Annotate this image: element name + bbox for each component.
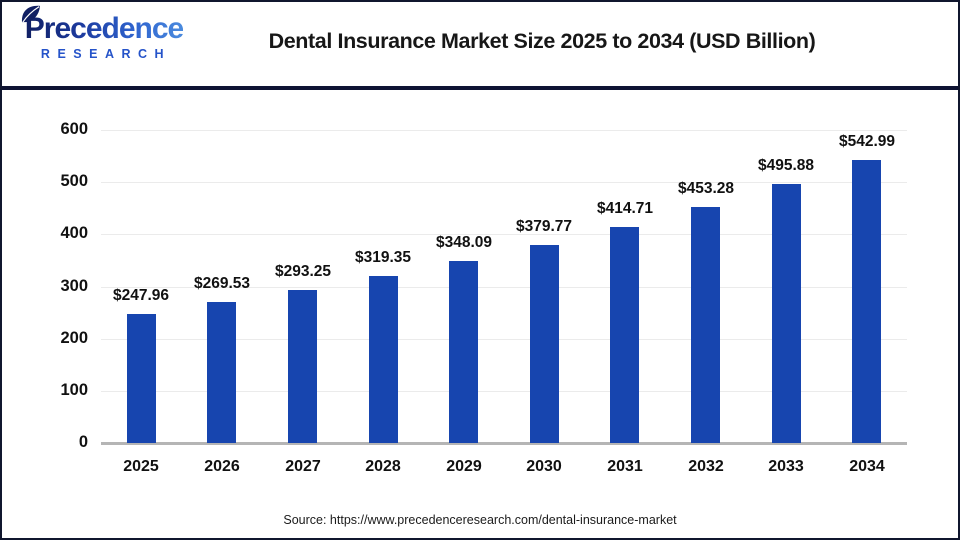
bar [288,290,317,443]
bar-chart: 0 100 200 300 400 500 600 $247.96 2025 $269.53 202… [2,90,958,508]
precedence-research-logo: Precedence RESEARCH [21,5,184,61]
x-axis-label: 2033 [768,458,804,475]
bar [852,160,881,443]
bar-value-label: $247.96 [112,287,170,304]
bar [449,261,478,443]
y-axis-label: 100 [60,381,88,399]
y-axis-label: 0 [78,433,88,451]
gridline [101,287,907,288]
bar [207,302,236,443]
y-axis-label: 500 [60,172,88,190]
y-axis-label: 400 [60,224,88,242]
gridline [101,130,907,131]
bar [772,184,801,443]
bar [127,314,156,443]
x-axis-label: 2030 [526,458,562,475]
x-axis-line [101,442,907,445]
bar-value-label: $319.35 [354,249,412,266]
gridline [101,391,907,392]
logo-subtitle: RESEARCH [40,47,172,61]
bar [691,207,720,443]
x-axis-label: 2028 [365,458,401,475]
source-text: Source: https://www.precedenceresearch.c… [283,513,677,527]
chart-title: Dental Insurance Market Size 2025 to 203… [268,29,816,53]
bar-value-label: $293.25 [274,263,332,280]
gridline [101,182,907,183]
x-axis-label: 2032 [688,458,724,475]
x-axis-label: 2029 [446,458,482,475]
bar [530,245,559,443]
bar-value-label: $495.88 [757,157,815,174]
bar-value-label: $414.71 [596,200,654,217]
leaf-icon [21,5,40,23]
y-axis-label: 300 [60,277,88,295]
bar [369,276,398,443]
y-axis-label: 200 [60,329,88,347]
x-axis-label: 2034 [849,458,885,475]
bar-value-label: $453.28 [677,180,735,197]
bar-value-label: $542.99 [838,133,896,150]
gridline [101,339,907,340]
x-axis-label: 2027 [285,458,321,475]
bar [610,227,639,443]
bar-value-label: $269.53 [193,275,251,292]
gridline [101,234,907,235]
y-axis-label: 600 [60,120,88,138]
bar-value-label: $348.09 [435,234,493,251]
logo-wordmark: Precedence [24,12,184,45]
x-axis-label: 2026 [204,458,240,475]
header: Precedence RESEARCH Dental Insurance Mar… [2,2,958,90]
bar-value-label: $379.77 [515,218,573,235]
x-axis-label: 2025 [123,458,159,475]
x-axis-label: 2031 [607,458,643,475]
